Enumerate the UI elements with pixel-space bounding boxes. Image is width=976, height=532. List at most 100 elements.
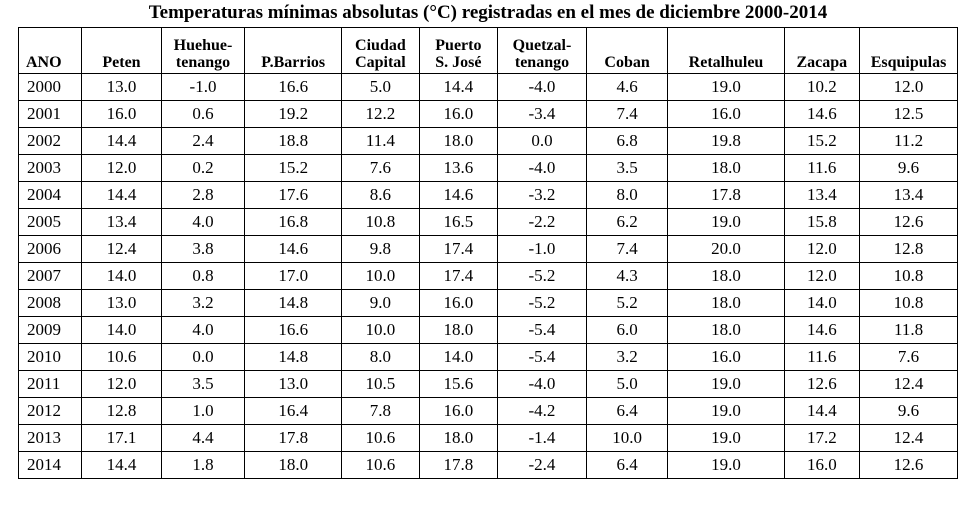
temperature-cell: 2.8 [160,181,246,209]
temperature-cell: 9.6 [859,154,958,182]
temperature-cell: -3.2 [497,181,587,209]
temperature-cell: 18.0 [667,316,785,344]
temperature-cell: -3.4 [497,100,587,128]
temperature-cell: 3.5 [585,154,669,182]
temperature-cell: 14.4 [81,451,162,479]
temperature-cell: 8.0 [585,181,669,209]
column-header: Esquipulas [859,27,958,74]
column-header-line2: Peten [102,54,141,71]
temperature-cell: 19.2 [244,100,343,128]
temperature-cell: 9.6 [859,397,958,425]
column-header-line2: Retalhuleu [688,54,764,71]
temperature-cell: 8.0 [341,343,420,371]
temperature-cell: 0.2 [160,154,246,182]
temperature-cell: -4.0 [497,73,587,101]
temperature-cell: 18.8 [244,127,343,155]
table-row: 2003 12.0 0.2 15.2 7.6 13.6 -4.0 3.5 18.0 11.6 9.6 [17,154,958,182]
temperature-cell: 18.0 [667,289,785,317]
temperature-cell: 10.0 [585,424,669,452]
temperature-cell: 11.4 [341,127,420,155]
year-cell: 2010 [17,343,83,371]
temperature-cell: 10.6 [341,451,420,479]
column-header: Peten [81,27,162,74]
temperature-cell: 14.8 [244,343,343,371]
temperature-cell: 5.0 [585,370,669,398]
temperature-cell: -1.0 [160,73,246,101]
temperature-cell: 12.0 [783,262,861,290]
temperature-cell: 13.0 [81,73,162,101]
temperature-cell: 17.1 [81,424,162,452]
temperature-cell: 12.4 [859,424,958,452]
temperature-cell: 16.0 [81,100,162,128]
year-cell: 2006 [17,235,83,263]
temperature-cell: -4.0 [497,370,587,398]
temperature-cell: 18.0 [244,451,343,479]
temperature-cell: 8.6 [341,181,420,209]
temperature-cell: 14.0 [81,316,162,344]
temperature-cell: 16.0 [783,451,861,479]
temperature-cell: 4.0 [160,316,246,344]
temperature-cell: 16.0 [418,397,499,425]
column-header-line1: Quetzal- [512,37,572,54]
column-header: Zacapa [783,27,861,74]
temperature-cell: 16.4 [244,397,343,425]
temperature-cell: 12.8 [859,235,958,263]
column-header-line2: Coban [604,54,650,71]
temperature-cell: 2.4 [160,127,246,155]
column-header-line2: ANO [26,54,62,71]
table-title: Temperaturas mínimas absolutas (°C) regi… [148,2,828,23]
temperature-cell: 3.8 [160,235,246,263]
temperature-cell: 6.0 [585,316,669,344]
temperature-cell: 1.0 [160,397,246,425]
temperature-cell: 13.0 [244,370,343,398]
temperature-cell: 6.2 [585,208,669,236]
column-header: Puerto S. José [418,27,499,74]
year-cell: 2009 [17,316,83,344]
temperature-cell: 14.4 [418,73,499,101]
year-cell: 2002 [17,127,83,155]
temperature-cell: 11.8 [859,316,958,344]
temperature-cell: -5.4 [497,316,587,344]
temperature-cell: 15.8 [783,208,861,236]
temperature-cell: 14.0 [418,343,499,371]
column-header-line2: Esquipulas [870,54,947,71]
temperature-cell: 15.2 [783,127,861,155]
temperature-cell: 12.2 [341,100,420,128]
temperature-cell: 10.5 [341,370,420,398]
temperature-cell: 5.0 [341,73,420,101]
column-header: Quetzal-tenango [497,27,587,74]
temperature-cell: 15.6 [418,370,499,398]
temperature-cell: 10.6 [81,343,162,371]
temperature-cell: 20.0 [667,235,785,263]
temperature-cell: 7.6 [341,154,420,182]
temperature-cell: 10.8 [859,262,958,290]
temperature-cell: 3.5 [160,370,246,398]
year-cell: 2003 [17,154,83,182]
column-header-line1: Ciudad [355,37,406,54]
table-row: 2011 12.0 3.5 13.0 10.5 15.6 -4.0 5.0 19.0 12.6 12… [17,370,958,398]
temperature-cell: 11.6 [783,343,861,371]
temperature-cell: 9.8 [341,235,420,263]
temperature-cell: 17.8 [418,451,499,479]
temperature-cell: 12.6 [859,451,958,479]
temperature-cell: 14.0 [81,262,162,290]
table-row: 2012 12.8 1.0 16.4 7.8 16.0 -4.2 6.4 19.0 14.4 9.6 [17,397,958,425]
temperature-cell: 7.4 [585,100,669,128]
temperature-cell: 12.4 [859,370,958,398]
temperature-cell: -5.2 [497,289,587,317]
temperature-cell: 14.6 [418,181,499,209]
table-row: 2007 14.0 0.8 17.0 10.0 17.4 -5.2 4.3 18.0 12.0 10… [17,262,958,290]
column-header-line2: tenango [514,54,570,71]
temperature-cell: 18.0 [418,316,499,344]
temperature-cell: 4.0 [160,208,246,236]
year-cell: 2012 [17,397,83,425]
temperature-cell: -2.2 [497,208,587,236]
column-header-line2: Capital [355,54,406,71]
temperature-cell: 19.0 [667,424,785,452]
table-row: 2001 16.0 0.6 19.2 12.2 16.0 -3.4 7.4 16.0 14.6 12… [17,100,958,128]
temperature-cell: 12.0 [859,73,958,101]
temperature-cell: 1.8 [160,451,246,479]
temperature-cell: 4.4 [160,424,246,452]
temperature-cell: 19.0 [667,451,785,479]
table-row: 2010 10.6 0.0 14.8 8.0 14.0 -5.4 3.2 16.0 11.6 7.6 [17,343,958,371]
